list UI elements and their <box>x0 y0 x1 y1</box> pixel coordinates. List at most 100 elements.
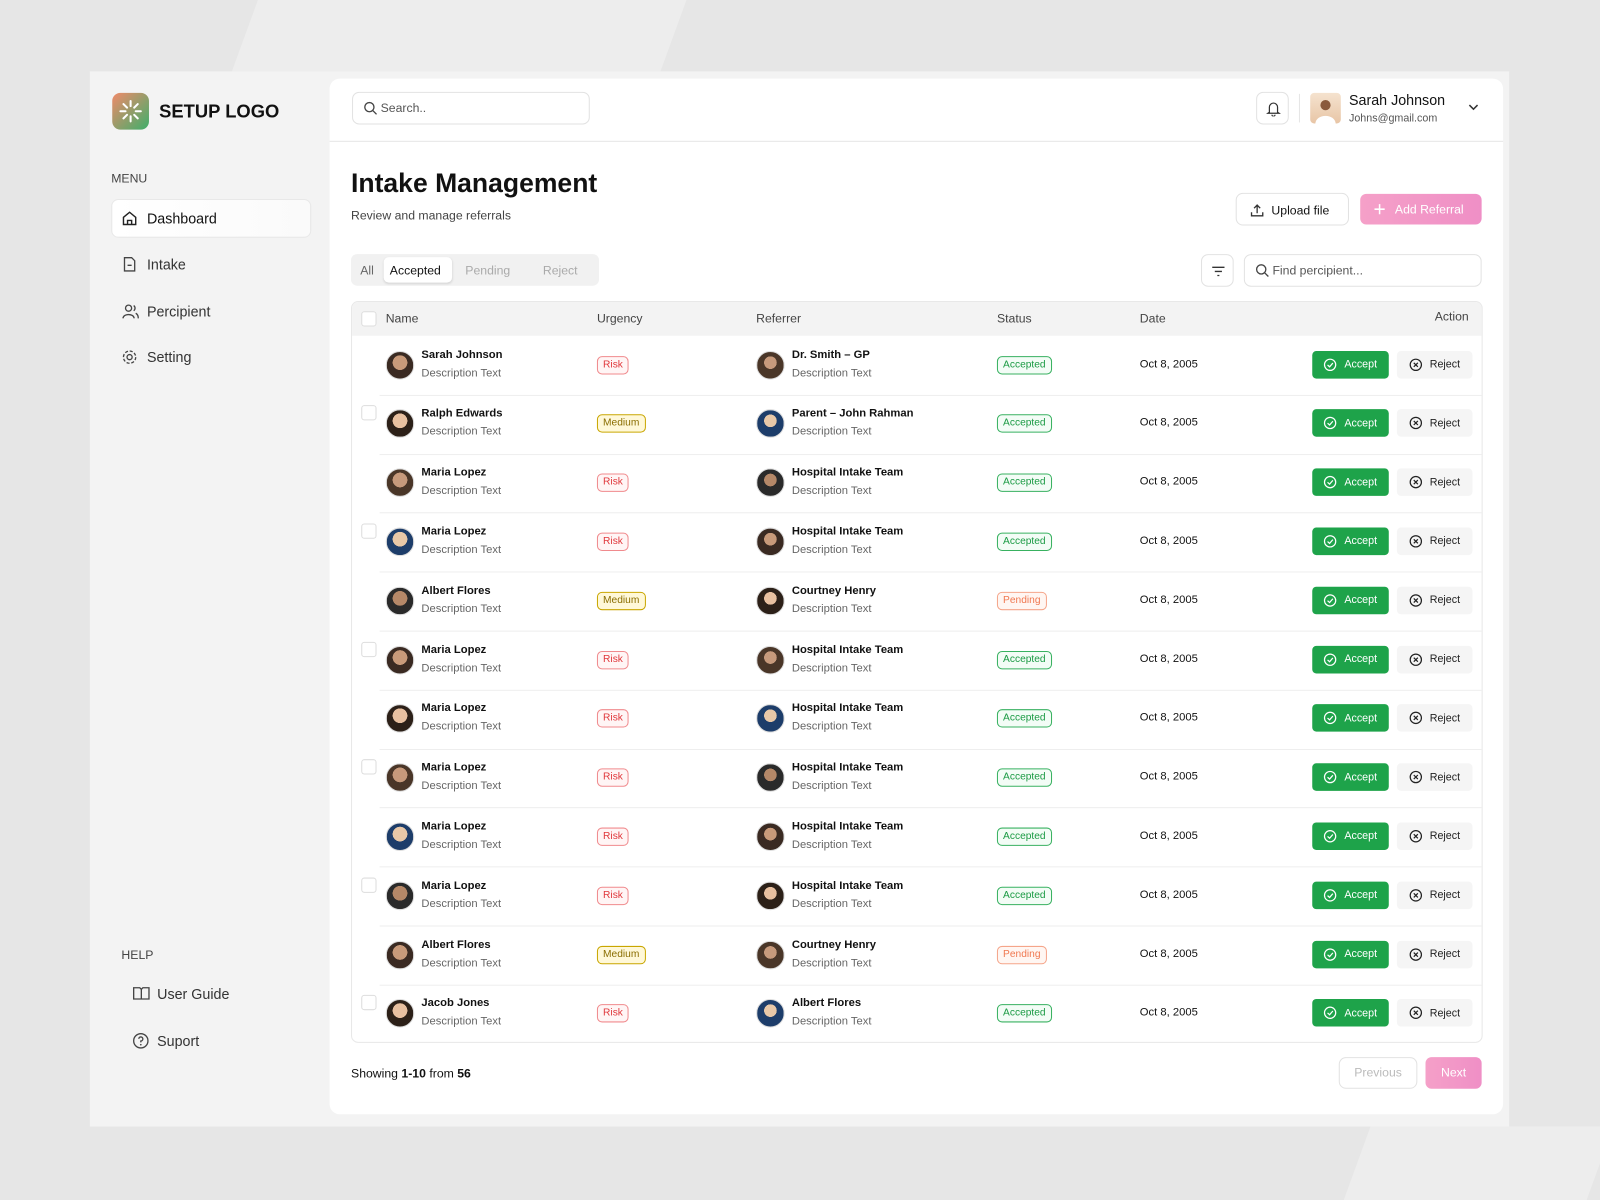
help-item[interactable]: Suport <box>157 1032 200 1049</box>
accept-label: Accept <box>1344 653 1378 666</box>
help-item[interactable]: User Guide <box>157 985 230 1003</box>
checkbox[interactable] <box>361 641 377 657</box>
pagination-info: Showing 1-10 from 56 <box>351 1066 471 1080</box>
urgency-badge: Risk <box>596 532 630 551</box>
reject-label: Reject <box>1429 535 1461 548</box>
reject-button[interactable]: Reject <box>1396 527 1473 555</box>
checkbox[interactable] <box>361 311 377 327</box>
reject-button[interactable]: Reject <box>1396 940 1473 968</box>
referrer-description: Description Text <box>791 838 872 851</box>
column-header: Name <box>385 311 419 326</box>
accept-button[interactable]: Accept <box>1312 940 1389 968</box>
accept-button[interactable]: Accept <box>1312 822 1389 850</box>
referrer: Albert Flores <box>791 997 862 1010</box>
reject-button[interactable]: Reject <box>1396 999 1473 1027</box>
icon-chevron[interactable] <box>1467 103 1479 111</box>
referrer-avatar <box>756 822 785 851</box>
reject-label: Reject <box>1429 888 1461 902</box>
add-referral-button[interactable]: Add Referral <box>1360 193 1482 225</box>
date: Oct 8, 2005 <box>1139 888 1198 901</box>
reject-button[interactable]: Reject <box>1396 409 1473 438</box>
menu-item[interactable]: Setting <box>146 348 192 366</box>
upload-button[interactable]: Upload file <box>1235 192 1349 226</box>
table-header <box>352 302 1482 336</box>
tab[interactable]: Pending <box>465 263 511 278</box>
accept-label: Accept <box>1344 712 1378 725</box>
referrer-avatar <box>756 940 785 969</box>
accept-button[interactable]: Accept <box>1312 409 1389 438</box>
accept-label: Accept <box>1344 1006 1378 1020</box>
accept-button[interactable]: Accept <box>1312 527 1389 555</box>
accept-button[interactable]: Accept <box>1312 763 1389 791</box>
checkbox[interactable] <box>361 759 377 775</box>
tab[interactable]: All <box>360 263 374 278</box>
icon-gear <box>122 350 137 364</box>
accept-button[interactable]: Accept <box>1312 999 1389 1027</box>
menu-item[interactable]: Percipient <box>146 303 211 320</box>
avatar <box>385 350 415 380</box>
menu-active-bg[interactable] <box>111 198 312 238</box>
icon-x <box>1409 593 1423 607</box>
checkbox[interactable] <box>361 405 377 421</box>
tab[interactable]: Reject <box>542 263 578 278</box>
reject-label: Reject <box>1429 947 1461 961</box>
reject-button[interactable]: Reject <box>1396 704 1473 732</box>
referrer-description: Description Text <box>791 366 872 380</box>
avatar <box>385 409 415 439</box>
reject-button[interactable]: Reject <box>1396 763 1473 791</box>
notification-button[interactable] <box>1256 91 1289 125</box>
search-box[interactable] <box>352 91 590 125</box>
icon-check <box>1324 829 1337 843</box>
find-box[interactable] <box>1243 254 1482 287</box>
accept-button[interactable]: Accept <box>1312 704 1389 732</box>
icon-check <box>1324 1006 1337 1020</box>
previous-button[interactable]: Previous <box>1338 1057 1418 1089</box>
reject-button[interactable]: Reject <box>1396 468 1473 497</box>
column-header: Urgency <box>596 311 643 326</box>
description: Description Text <box>421 897 502 910</box>
reject-button[interactable]: Reject <box>1396 350 1473 379</box>
accept-button[interactable]: Accept <box>1312 881 1389 909</box>
reject-button[interactable]: Reject <box>1396 822 1473 850</box>
filter-button[interactable] <box>1201 254 1234 287</box>
row-divider <box>379 925 1482 927</box>
logo-icon <box>112 92 149 130</box>
checkbox[interactable] <box>361 995 377 1011</box>
referrer-avatar <box>756 645 785 674</box>
icon-check <box>1324 947 1337 961</box>
tab[interactable]: Accepted <box>389 263 441 278</box>
next-button[interactable]: Next <box>1425 1057 1482 1089</box>
accept-button[interactable]: Accept <box>1312 586 1389 614</box>
menu-item[interactable]: Intake <box>146 256 186 273</box>
accept-button[interactable]: Accept <box>1312 468 1389 497</box>
accept-button[interactable]: Accept <box>1312 350 1389 379</box>
accept-button[interactable]: Accept <box>1312 645 1389 673</box>
checkbox[interactable] <box>361 877 377 893</box>
referrer-description: Description Text <box>791 425 872 439</box>
urgency-badge: Risk <box>596 473 630 492</box>
referrer: Hospital Intake Team <box>791 761 904 774</box>
menu-item[interactable]: Dashboard <box>146 210 217 227</box>
icon-check <box>1324 770 1337 784</box>
referrer: Hospital Intake Team <box>791 466 904 479</box>
icon-x <box>1409 1006 1423 1020</box>
avatar <box>385 468 415 498</box>
icon-search <box>364 101 377 115</box>
referrer: Hospital Intake Team <box>791 820 904 833</box>
table <box>351 301 1483 1043</box>
avatar <box>385 645 415 674</box>
reject-button[interactable]: Reject <box>1396 645 1473 673</box>
date: Oct 8, 2005 <box>1139 534 1198 547</box>
referrer-description: Description Text <box>791 779 872 792</box>
accept-label: Accept <box>1344 888 1378 902</box>
avatar <box>385 763 415 792</box>
urgency-badge: Risk <box>596 1004 630 1023</box>
text: 1-10 <box>401 1066 426 1081</box>
avatar <box>385 940 415 969</box>
reject-button[interactable]: Reject <box>1396 881 1473 909</box>
accept-label: Accept <box>1344 417 1378 430</box>
referrer-description: Description Text <box>791 897 872 910</box>
reject-button[interactable]: Reject <box>1396 586 1473 614</box>
checkbox[interactable] <box>361 523 377 539</box>
description: Description Text <box>421 425 502 439</box>
